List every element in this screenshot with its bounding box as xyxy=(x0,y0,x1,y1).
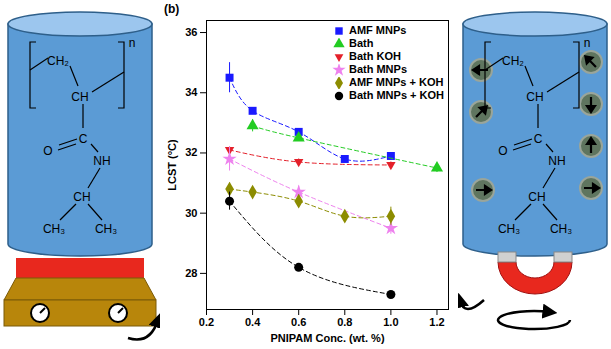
svg-text:CH₃: CH₃ xyxy=(43,222,65,236)
html-text:Bath MNPs + KOH: Bath MNPs + KOH xyxy=(349,89,444,101)
svg-text:C: C xyxy=(534,132,543,146)
html-text:(b): (b) xyxy=(164,2,180,16)
html-text:Bath: Bath xyxy=(349,37,374,49)
svg-text:PNIPAM Conc. (wt. %): PNIPAM Conc. (wt. %) xyxy=(270,332,384,344)
svg-text:0.2: 0.2 xyxy=(199,316,214,328)
svg-text:CH: CH xyxy=(73,190,90,204)
svg-text:n: n xyxy=(584,36,591,50)
svg-text:CH₂: CH₂ xyxy=(47,54,69,68)
svg-text:36: 36 xyxy=(185,26,197,38)
svg-text:CH: CH xyxy=(526,90,543,104)
svg-text:CH₂: CH₂ xyxy=(502,54,524,68)
html-text:Bath KOH: Bath KOH xyxy=(349,50,401,62)
svg-text:NH: NH xyxy=(548,154,565,168)
svg-text:1.0: 1.0 xyxy=(383,316,398,328)
svg-text:CH: CH xyxy=(528,190,545,204)
svg-text:CH₃: CH₃ xyxy=(498,222,520,236)
svg-text:NH: NH xyxy=(93,154,110,168)
svg-text:28: 28 xyxy=(185,267,197,279)
html-text:AMF MNPs: AMF MNPs xyxy=(349,24,407,36)
svg-text:30: 30 xyxy=(185,207,197,219)
svg-text:0.4: 0.4 xyxy=(245,316,261,328)
svg-text:LCST (°C): LCST (°C) xyxy=(166,139,178,191)
svg-text:0.8: 0.8 xyxy=(337,316,352,328)
svg-text:C: C xyxy=(79,132,88,146)
html-text:AMF MNPs + KOH: AMF MNPs + KOH xyxy=(349,76,444,88)
svg-text:n: n xyxy=(129,36,136,50)
svg-text:CH: CH xyxy=(71,90,88,104)
svg-text:32: 32 xyxy=(185,146,197,158)
svg-text:0.6: 0.6 xyxy=(291,316,306,328)
svg-text:CH₃: CH₃ xyxy=(550,222,572,236)
svg-text:O: O xyxy=(498,144,507,158)
svg-text:1.2: 1.2 xyxy=(429,316,444,328)
svg-text:CH₃: CH₃ xyxy=(95,222,117,236)
html-text:Bath MNPs: Bath MNPs xyxy=(349,63,407,75)
svg-text:O: O xyxy=(43,144,52,158)
svg-text:34: 34 xyxy=(185,86,198,98)
